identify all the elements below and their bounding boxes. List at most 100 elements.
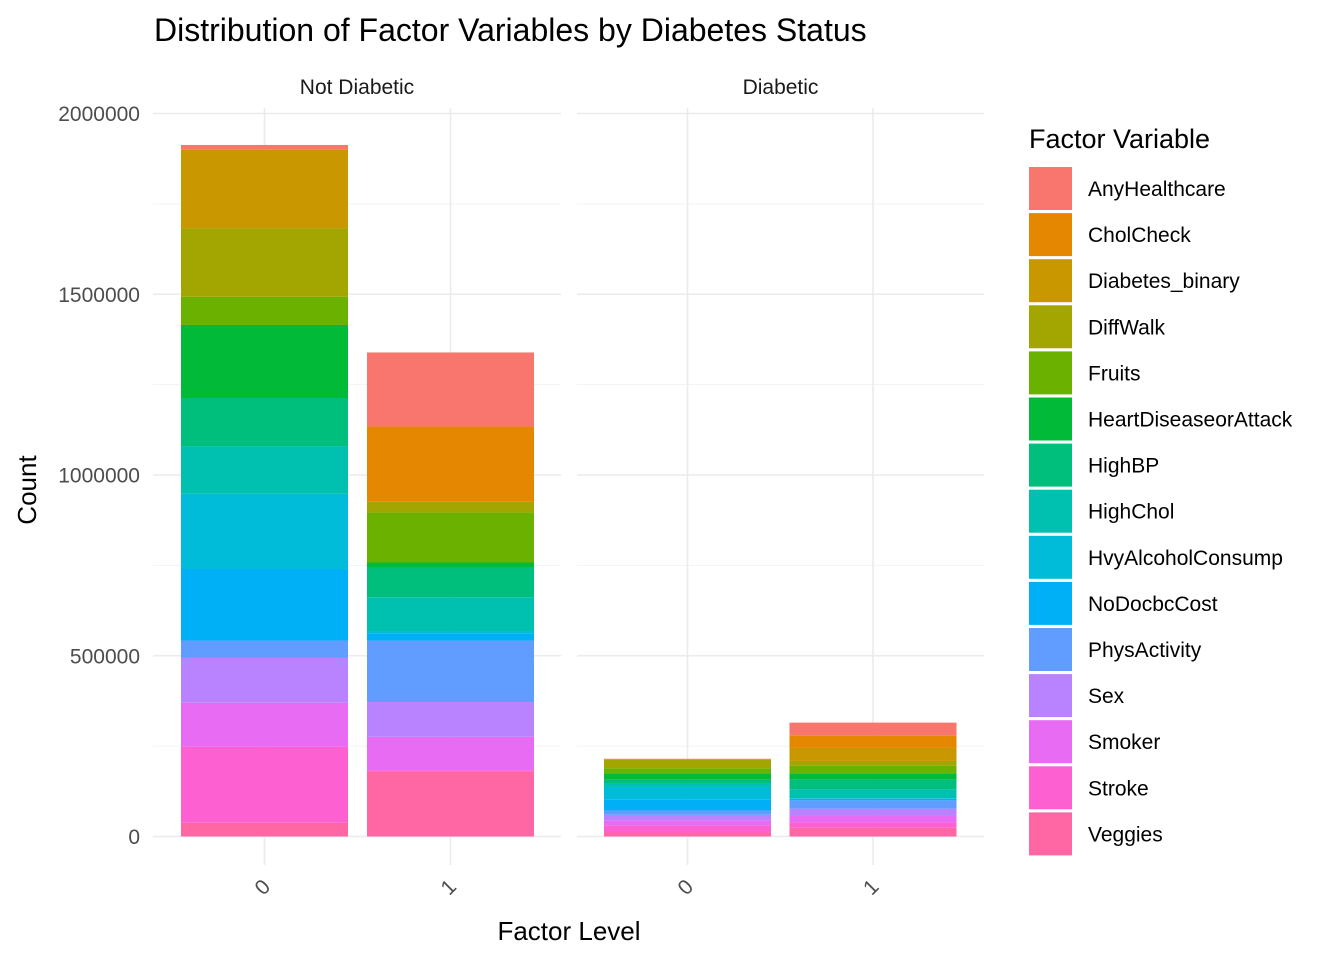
bar-segment-cholcheck — [790, 735, 957, 748]
bar-segment-diabetes-binary — [790, 748, 957, 761]
bar-segment-fruits — [181, 297, 348, 325]
legend-item-nodocbccost: NoDocbcCost — [1029, 582, 1218, 625]
bar-segment-smoker — [790, 816, 957, 823]
bar-segment-highbp — [181, 398, 348, 446]
facet-label: Not Diabetic — [300, 76, 414, 99]
bar-segment-diabetes-binary — [181, 149, 348, 228]
bar-segment-highchol — [181, 446, 348, 494]
bar-segment-stroke — [181, 747, 348, 823]
legend-item-highchol: HighChol — [1029, 490, 1174, 533]
bar-segment-physactivity — [604, 810, 771, 814]
x-tick-label: 0 — [674, 875, 699, 900]
bar-segment-sex — [790, 809, 957, 816]
bar-segment-cholcheck — [367, 427, 534, 502]
legend-swatch — [1029, 720, 1072, 763]
bar-segment-stroke — [790, 822, 957, 827]
bar-segment-anyhealthcare — [181, 145, 348, 149]
legend: Factor Variable AnyHealthcare CholCheck Di… — [1029, 124, 1293, 855]
legend-label: NoDocbcCost — [1088, 593, 1218, 616]
legend-swatch — [1029, 398, 1072, 441]
legend-label: HvyAlcoholConsump — [1088, 547, 1283, 570]
bar-segment-fruits — [790, 766, 957, 774]
bar-segment-nodocbccost — [181, 569, 348, 641]
bar-segment-stroke — [367, 770, 534, 771]
legend-item-heartdiseaseorattack: HeartDiseaseorAttack — [1029, 398, 1293, 441]
bar-segment-sex — [181, 658, 348, 703]
legend-item-hvyalcoholconsump: HvyAlcoholConsump — [1029, 536, 1283, 579]
legend-swatch — [1029, 444, 1072, 487]
bar-segment-veggies — [790, 828, 957, 837]
legend-item-diabetes-binary: Diabetes_binary — [1029, 259, 1240, 302]
bar-segment-veggies — [367, 771, 534, 836]
legend-item-stroke: Stroke — [1029, 766, 1149, 809]
bar-segment-anyhealthcare — [604, 759, 771, 760]
bar-segment-highchol — [790, 789, 957, 798]
bar-stack-not-diabetic-1 — [367, 352, 534, 836]
bar-segment-diffwalk — [604, 760, 771, 768]
bar-segment-hvyalcoholconsump — [604, 787, 771, 799]
legend-item-diffwalk: DiffWalk — [1029, 305, 1166, 348]
bar-segment-sex — [604, 815, 771, 820]
y-axis-title: Count — [12, 455, 42, 525]
legend-swatch — [1029, 167, 1072, 210]
bar-segment-hvyalcoholconsump — [790, 798, 957, 799]
y-tick-label: 2000000 — [58, 103, 140, 126]
legend-swatch — [1029, 259, 1072, 302]
bar-stack-not-diabetic-0 — [181, 145, 348, 837]
bar-segment-diffwalk — [367, 502, 534, 513]
x-tick-label: 0 — [251, 875, 276, 900]
legend-label: PhysActivity — [1088, 639, 1202, 662]
bar-segment-heartdiseaseorattack — [790, 773, 957, 779]
bar-segment-hvyalcoholconsump — [367, 632, 534, 634]
bar-segment-highbp — [367, 568, 534, 598]
bar-segment-heartdiseaseorattack — [181, 325, 348, 398]
bar-segment-heartdiseaseorattack — [604, 773, 771, 780]
bar-segment-highbp — [604, 780, 771, 783]
legend-item-highbp: HighBP — [1029, 444, 1159, 487]
bar-segment-highchol — [604, 783, 771, 787]
legend-swatch — [1029, 351, 1072, 394]
bar-stack-diabetic-0 — [604, 759, 771, 837]
bar-segment-fruits — [604, 768, 771, 773]
x-tick-label: 1 — [437, 875, 462, 900]
y-tick-label: 1500000 — [58, 284, 140, 307]
legend-item-cholcheck: CholCheck — [1029, 213, 1191, 256]
legend-label: Veggies — [1088, 823, 1163, 846]
chart-title: Distribution of Factor Variables by Diab… — [154, 12, 867, 48]
bar-segment-nodocbccost — [790, 799, 957, 800]
bar-segment-highbp — [790, 779, 957, 789]
legend-swatch — [1029, 305, 1072, 348]
legend-swatch — [1029, 674, 1072, 717]
bar-segment-physactivity — [790, 800, 957, 808]
legend-label: Diabetes_binary — [1088, 270, 1240, 293]
bar-segment-nodocbccost — [604, 799, 771, 810]
legend-item-fruits: Fruits — [1029, 351, 1141, 394]
bar-segment-smoker — [367, 737, 534, 771]
legend-label: Smoker — [1088, 731, 1160, 754]
legend-title: Factor Variable — [1029, 124, 1210, 154]
legend-swatch — [1029, 628, 1072, 671]
bar-segment-physactivity — [181, 641, 348, 658]
x-axis-title: Factor Level — [497, 916, 640, 946]
legend-label: Sex — [1088, 685, 1125, 708]
y-tick-label: 500000 — [70, 645, 140, 668]
bar-segment-diffwalk — [790, 761, 957, 766]
x-tick-label: 1 — [859, 875, 884, 900]
bar-segment-smoker — [181, 703, 348, 747]
panel-not-diabetic: Not Diabetic 0 1 — [153, 76, 561, 900]
legend-item-veggies: Veggies — [1029, 812, 1163, 855]
legend-label: HeartDiseaseorAttack — [1088, 409, 1293, 432]
legend-item-anyhealthcare: AnyHealthcare — [1029, 167, 1226, 210]
bar-segment-diffwalk — [181, 228, 348, 297]
bar-segment-veggies — [181, 823, 348, 837]
bar-segment-highchol — [367, 597, 534, 631]
y-tick-label: 0 — [128, 826, 140, 849]
legend-swatch — [1029, 490, 1072, 533]
legend-label: CholCheck — [1088, 224, 1191, 247]
y-tick-label: 1000000 — [58, 465, 140, 488]
legend-label: Fruits — [1088, 362, 1141, 385]
legend-label: DiffWalk — [1088, 316, 1166, 339]
